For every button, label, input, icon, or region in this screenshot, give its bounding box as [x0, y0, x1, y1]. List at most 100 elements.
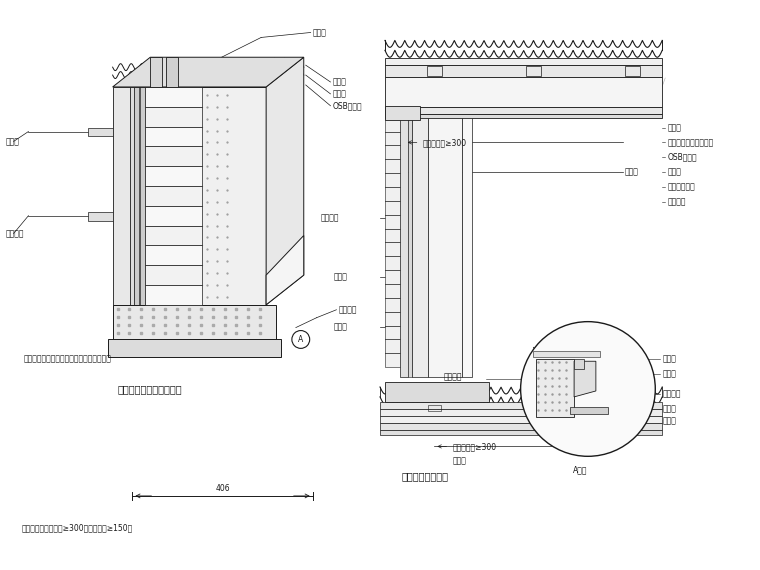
Bar: [385, 132, 400, 145]
Text: 石膏板: 石膏板: [667, 123, 681, 132]
Bar: [385, 113, 662, 117]
Bar: [380, 422, 662, 430]
Bar: [145, 166, 201, 186]
Text: OSB结构板: OSB结构板: [667, 153, 697, 162]
Text: 顺水条: 顺水条: [334, 272, 347, 282]
Bar: [380, 409, 662, 416]
Text: 呼吸纸: 呼吸纸: [662, 355, 676, 364]
Text: 在相邻板上交错排列连接（钉在顺水条上）: 在相邻板上交错排列连接（钉在顺水条上）: [24, 355, 112, 364]
Bar: [385, 229, 400, 242]
Bar: [385, 284, 400, 298]
Bar: [141, 87, 145, 305]
Text: 墙管柱（内装保温棉）: 墙管柱（内装保温棉）: [667, 138, 714, 147]
Bar: [625, 66, 641, 76]
Text: 顺水条空气层: 顺水条空气层: [667, 182, 695, 192]
Bar: [385, 298, 400, 312]
Bar: [385, 256, 400, 270]
Bar: [385, 215, 400, 229]
Bar: [400, 117, 407, 377]
Text: 墙骨柱: 墙骨柱: [332, 78, 347, 87]
Bar: [385, 242, 400, 256]
Text: 顺水条: 顺水条: [5, 137, 20, 146]
Polygon shape: [266, 57, 304, 305]
Circle shape: [521, 321, 655, 457]
Text: 外墙挂板: 外墙挂板: [321, 213, 339, 222]
Text: 墙骨柱: 墙骨柱: [332, 89, 347, 99]
Bar: [385, 325, 400, 340]
Bar: [380, 430, 662, 434]
Bar: [385, 58, 662, 65]
Bar: [145, 186, 201, 206]
Polygon shape: [266, 235, 304, 305]
Bar: [380, 416, 662, 422]
Bar: [145, 127, 201, 146]
Polygon shape: [112, 57, 304, 87]
Bar: [385, 106, 420, 120]
Bar: [145, 226, 201, 246]
Text: 挂板内外转角节点: 挂板内外转角节点: [401, 471, 448, 481]
Text: 泛水板: 泛水板: [662, 416, 676, 425]
Bar: [145, 146, 201, 166]
Text: 注：呼吸纸竖向搭接≥300，横向搭接≥150。: 注：呼吸纸竖向搭接≥300，横向搭接≥150。: [21, 523, 133, 532]
Bar: [412, 117, 428, 377]
Text: 挂板外墙构造层次示意图: 挂板外墙构造层次示意图: [118, 384, 182, 394]
Text: 顺水条: 顺水条: [312, 28, 327, 37]
Bar: [145, 107, 201, 127]
Bar: [462, 117, 472, 377]
Bar: [385, 145, 400, 159]
Bar: [385, 340, 400, 353]
Text: 防虫网: 防虫网: [662, 404, 676, 413]
Bar: [385, 201, 400, 215]
Bar: [385, 107, 662, 113]
Text: 406: 406: [215, 483, 230, 492]
Text: 墙骨柱: 墙骨柱: [334, 322, 347, 331]
Bar: [108, 340, 281, 357]
Bar: [145, 246, 201, 265]
Text: 呼吸纸搭接≥300: 呼吸纸搭接≥300: [423, 138, 467, 147]
Bar: [135, 87, 139, 305]
Bar: [385, 353, 400, 367]
Text: 顺水条: 顺水条: [625, 168, 638, 177]
Bar: [556, 405, 570, 411]
Bar: [385, 173, 400, 187]
Bar: [145, 285, 201, 305]
Bar: [150, 57, 162, 87]
Bar: [380, 402, 662, 409]
Bar: [112, 87, 131, 305]
Bar: [166, 57, 178, 87]
Text: 呼吸纸搭接≥300: 呼吸纸搭接≥300: [452, 442, 496, 451]
Bar: [385, 77, 662, 107]
Bar: [131, 87, 266, 305]
Bar: [537, 359, 574, 417]
Bar: [428, 405, 442, 411]
Text: 顺水条: 顺水条: [662, 369, 676, 378]
Bar: [385, 65, 662, 77]
Bar: [385, 187, 400, 201]
Bar: [145, 206, 201, 226]
Bar: [385, 382, 489, 402]
Text: 樱形垫片: 樱形垫片: [662, 389, 681, 398]
Polygon shape: [574, 361, 596, 397]
Bar: [385, 159, 400, 173]
Bar: [145, 87, 201, 107]
Bar: [385, 270, 400, 284]
Bar: [88, 128, 112, 136]
Bar: [570, 407, 608, 414]
Text: A大样: A大样: [573, 466, 587, 475]
Bar: [145, 265, 201, 285]
Text: OSB结构板: OSB结构板: [332, 101, 362, 110]
Text: 呼吸纸: 呼吸纸: [667, 168, 681, 177]
Text: A: A: [298, 335, 303, 344]
Bar: [88, 211, 112, 221]
Text: 挂板饰面: 挂板饰面: [5, 229, 24, 238]
Bar: [426, 66, 442, 76]
Text: 顺水条: 顺水条: [452, 457, 466, 466]
Bar: [385, 117, 400, 132]
Text: 预埋锚栓: 预埋锚栓: [338, 306, 357, 314]
Bar: [385, 312, 400, 325]
Bar: [574, 359, 584, 369]
Bar: [428, 117, 462, 377]
Bar: [526, 66, 541, 76]
Bar: [534, 351, 600, 357]
Text: 外墙挂板: 外墙挂板: [667, 197, 686, 206]
